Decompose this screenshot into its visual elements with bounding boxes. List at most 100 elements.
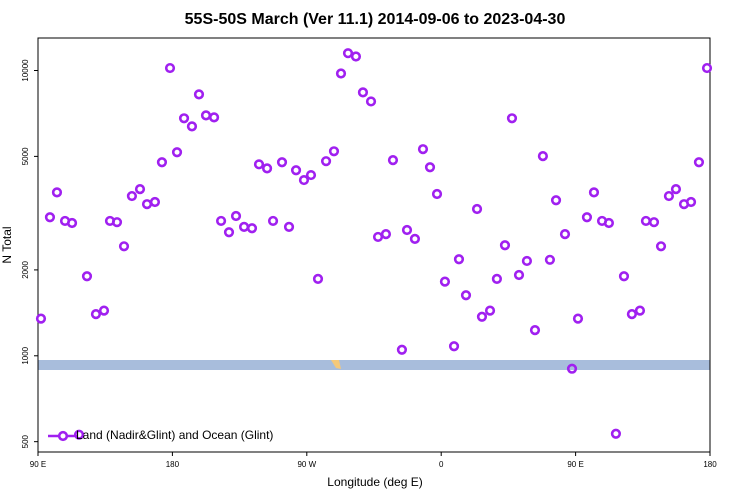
data-point <box>448 341 460 352</box>
data-point <box>350 51 362 62</box>
data-point <box>208 112 220 123</box>
plot-frame <box>37 37 711 453</box>
data-point <box>90 309 102 320</box>
land-patch <box>331 360 341 369</box>
y-tick-label: 10000 <box>21 59 30 82</box>
data-point <box>267 215 279 227</box>
x-tick-label: 90 E <box>567 460 583 469</box>
data-point <box>439 276 451 287</box>
data-point <box>126 190 138 202</box>
data-point <box>559 229 571 240</box>
data-point <box>246 223 258 234</box>
data-point <box>663 190 675 202</box>
x-tick-label: 90 W <box>297 460 316 469</box>
data-point <box>537 151 548 162</box>
data-point <box>134 183 146 195</box>
data-point <box>365 96 377 107</box>
data-point <box>164 62 176 74</box>
data-point <box>417 144 429 155</box>
data-point <box>380 229 392 240</box>
data-point <box>626 309 637 320</box>
data-point <box>499 240 511 251</box>
x-tick-label: 0 <box>439 460 444 469</box>
data-point <box>223 227 235 238</box>
data-point <box>312 273 324 285</box>
data-point <box>491 273 503 285</box>
y-tick-label: 1000 <box>21 346 30 364</box>
data-point <box>693 157 705 168</box>
legend-marker <box>57 430 69 442</box>
data-point <box>320 156 332 167</box>
data-point <box>73 429 85 440</box>
data-point <box>618 271 630 282</box>
data-point <box>409 233 421 244</box>
data-point <box>655 241 667 252</box>
data-point <box>634 305 646 316</box>
data-point <box>261 163 273 174</box>
data-point <box>149 196 161 208</box>
data-point <box>44 212 56 223</box>
y-tick-label: 5000 <box>21 147 30 165</box>
data-point <box>298 174 310 186</box>
data-point <box>581 212 593 223</box>
data-point <box>685 196 697 208</box>
legend-label: Land (Nadir&Glint) and Ocean (Glint) <box>76 428 273 442</box>
data-point <box>328 146 340 157</box>
data-point <box>357 87 369 98</box>
data-point <box>484 305 496 316</box>
data-point <box>529 325 541 336</box>
x-axis-label: Longitude (deg E) <box>327 475 422 489</box>
data-point <box>521 255 533 267</box>
data-point <box>305 169 317 181</box>
chart-title: 55S-50S March (Ver 11.1) 2014-09-06 to 2… <box>185 11 566 28</box>
data-point <box>335 68 347 79</box>
y-axis-label: N Total <box>0 226 14 263</box>
data-point <box>171 147 183 158</box>
data-point <box>118 241 130 252</box>
data-point <box>186 121 198 132</box>
data-point <box>81 271 93 282</box>
x-tick-label: 180 <box>166 460 180 469</box>
x-tick-label: 90 E <box>30 460 46 469</box>
data-point <box>111 217 123 228</box>
data-point <box>290 165 302 176</box>
data-point <box>566 363 578 374</box>
data-point <box>276 157 288 168</box>
data-point <box>460 290 472 301</box>
data-point <box>603 217 615 229</box>
data-point <box>506 113 518 124</box>
data-point <box>453 254 465 265</box>
data-point <box>588 187 600 198</box>
data-point <box>66 217 78 229</box>
data-point <box>342 48 354 59</box>
data-point <box>610 428 622 439</box>
data-point <box>35 313 47 324</box>
data-point <box>230 210 242 222</box>
data-point <box>156 157 168 168</box>
data-point <box>471 203 483 215</box>
ocean-band <box>38 360 710 370</box>
data-point <box>51 187 63 198</box>
data-point <box>401 224 413 236</box>
data-point <box>387 155 399 166</box>
y-tick-label: 2000 <box>21 260 30 278</box>
data-point <box>550 195 562 206</box>
data-point <box>283 221 295 233</box>
data-point <box>648 217 660 228</box>
data-point <box>701 62 713 74</box>
data-point <box>396 344 408 355</box>
data-point <box>476 311 488 322</box>
data-point <box>424 162 436 173</box>
data-point <box>544 254 556 265</box>
data-point <box>215 215 227 227</box>
data-point <box>193 89 205 100</box>
data-point <box>178 113 190 124</box>
data-point <box>513 269 525 281</box>
data-point <box>98 305 110 316</box>
data-point <box>670 183 682 195</box>
data-point <box>572 313 584 324</box>
y-tick-label: 500 <box>21 434 30 448</box>
data-point <box>431 188 443 200</box>
